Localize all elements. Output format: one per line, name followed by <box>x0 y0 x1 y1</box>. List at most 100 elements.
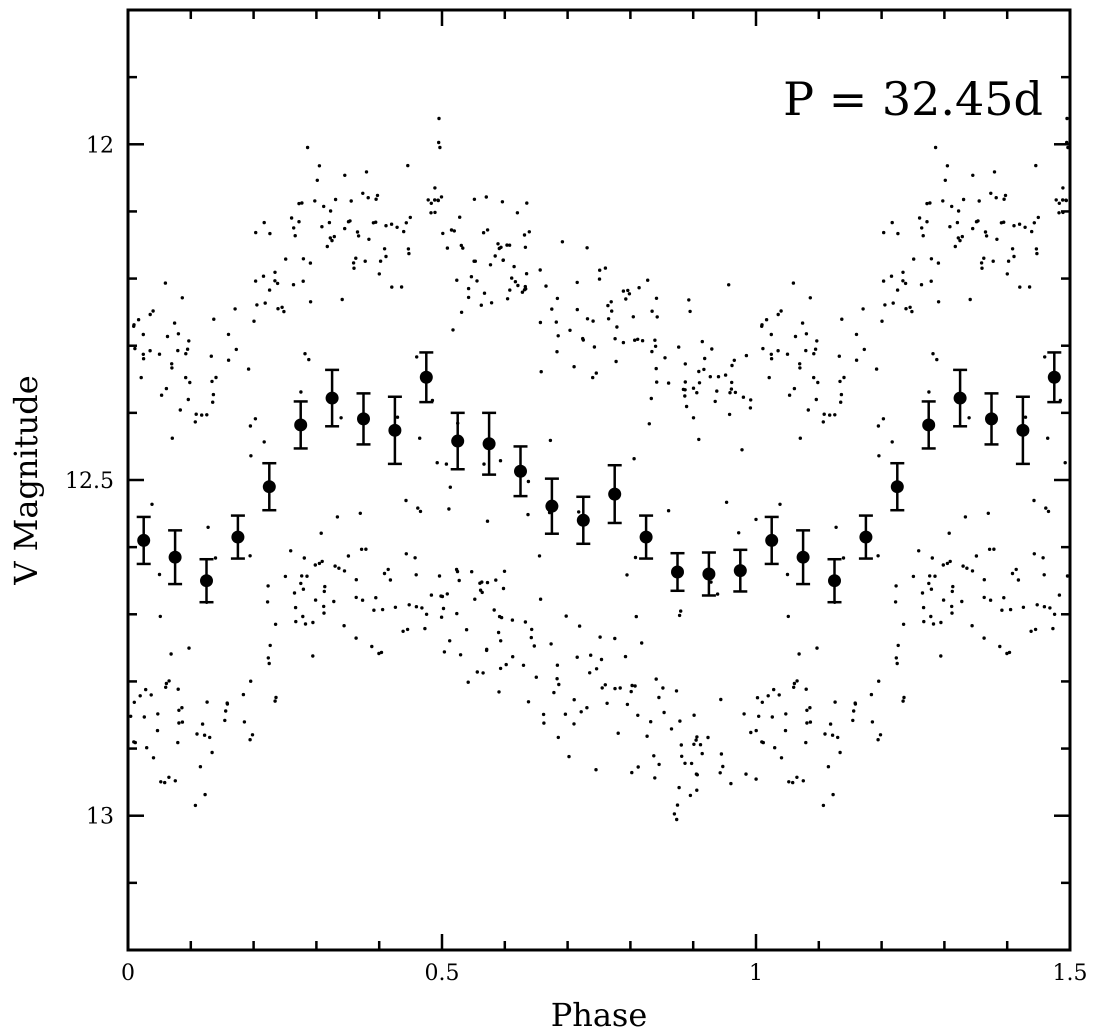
binned-point <box>639 514 654 560</box>
observation-dot <box>485 580 490 585</box>
observation-dot <box>186 397 190 402</box>
observation-dot <box>945 164 950 168</box>
observation-dot <box>560 240 565 244</box>
observation-dot <box>700 751 704 756</box>
observation-dot <box>683 394 687 398</box>
observation-dot <box>1034 247 1039 251</box>
observation-dot <box>931 352 935 356</box>
observation-dot <box>311 620 315 625</box>
observation-dot <box>176 740 180 745</box>
observation-dot <box>302 556 306 560</box>
observation-dot <box>158 614 162 619</box>
observation-dot <box>525 201 529 205</box>
observation-dot <box>740 448 744 452</box>
observation-dot <box>330 238 334 243</box>
y-axis-title: V Magnitude <box>7 375 45 585</box>
observation-dot <box>772 687 776 692</box>
observation-dot <box>200 722 205 726</box>
observation-dot <box>164 685 168 689</box>
observation-dot <box>359 547 364 551</box>
binned-point <box>701 551 716 597</box>
observation-dot <box>991 259 995 263</box>
observation-dot <box>1032 498 1036 503</box>
observation-dot <box>703 356 707 361</box>
observation-dot <box>629 689 633 694</box>
observation-dot <box>418 509 423 514</box>
observation-dot <box>313 199 317 203</box>
observation-dot <box>895 288 900 292</box>
observation-dot <box>594 667 599 671</box>
observation-dot <box>974 220 979 224</box>
observation-dot <box>741 395 746 399</box>
observation-dot <box>599 657 604 662</box>
observation-dot <box>510 276 514 280</box>
observation-dot <box>950 589 954 594</box>
observation-dot <box>770 715 774 719</box>
observation-dot <box>921 605 926 610</box>
observation-dot <box>1017 222 1022 226</box>
observation-dot <box>979 261 984 265</box>
observation-dot <box>822 412 826 416</box>
observation-dot <box>440 594 445 599</box>
binned-point <box>670 551 685 593</box>
observation-dot <box>1064 198 1069 203</box>
observation-dot <box>603 683 607 687</box>
observation-dot <box>732 358 736 362</box>
observation-dot <box>532 644 536 648</box>
observation-dot <box>262 440 266 444</box>
observation-dot <box>575 307 579 312</box>
observation-dot <box>1023 225 1027 229</box>
observation-dot <box>374 197 378 201</box>
observation-dot <box>371 221 376 225</box>
observation-dot <box>523 245 528 249</box>
observation-dot <box>631 315 635 319</box>
observation-dot <box>1035 603 1039 607</box>
observation-dot <box>267 661 271 666</box>
observation-dot <box>618 686 622 690</box>
binned-point <box>168 529 183 586</box>
observation-dot <box>647 422 651 426</box>
observation-dot <box>556 334 560 338</box>
observation-dot <box>233 307 237 311</box>
observation-dot <box>346 554 351 558</box>
observation-dot <box>609 300 613 304</box>
observation-dot <box>399 285 404 289</box>
observation-dot <box>534 675 538 679</box>
observation-dot <box>655 315 659 319</box>
observation-dot <box>729 781 733 786</box>
observation-dot <box>205 413 209 417</box>
observation-dot <box>927 390 931 394</box>
observation-dot <box>688 793 693 798</box>
observation-dot <box>151 309 155 313</box>
observation-dot <box>449 228 454 232</box>
observation-dot <box>563 712 568 716</box>
observation-dot <box>301 587 306 591</box>
observation-dot <box>798 436 802 440</box>
observation-dot <box>455 569 460 574</box>
observation-dot <box>812 375 816 380</box>
observation-dot <box>297 201 301 206</box>
observation-dot <box>1030 229 1034 234</box>
observation-dot <box>627 292 632 296</box>
binned-point <box>858 514 873 560</box>
observation-dot <box>386 567 390 572</box>
observation-dot <box>555 677 559 681</box>
observation-dot <box>653 344 658 348</box>
observation-dot <box>248 424 253 428</box>
observation-dot <box>315 178 319 182</box>
observation-dot <box>786 614 790 619</box>
observation-dot <box>164 681 169 686</box>
observation-dot <box>355 230 360 234</box>
observation-dot <box>317 561 322 566</box>
observation-dot <box>212 317 216 321</box>
observation-dot <box>939 620 943 625</box>
observation-dot <box>606 303 610 308</box>
observation-dot <box>585 317 590 321</box>
observation-dot <box>448 639 452 643</box>
observation-dot <box>1065 574 1070 578</box>
observation-dot <box>466 680 470 684</box>
observation-dot <box>830 733 835 737</box>
observation-dot <box>761 346 765 351</box>
observation-dot <box>184 352 188 356</box>
observation-dot <box>998 644 1002 649</box>
